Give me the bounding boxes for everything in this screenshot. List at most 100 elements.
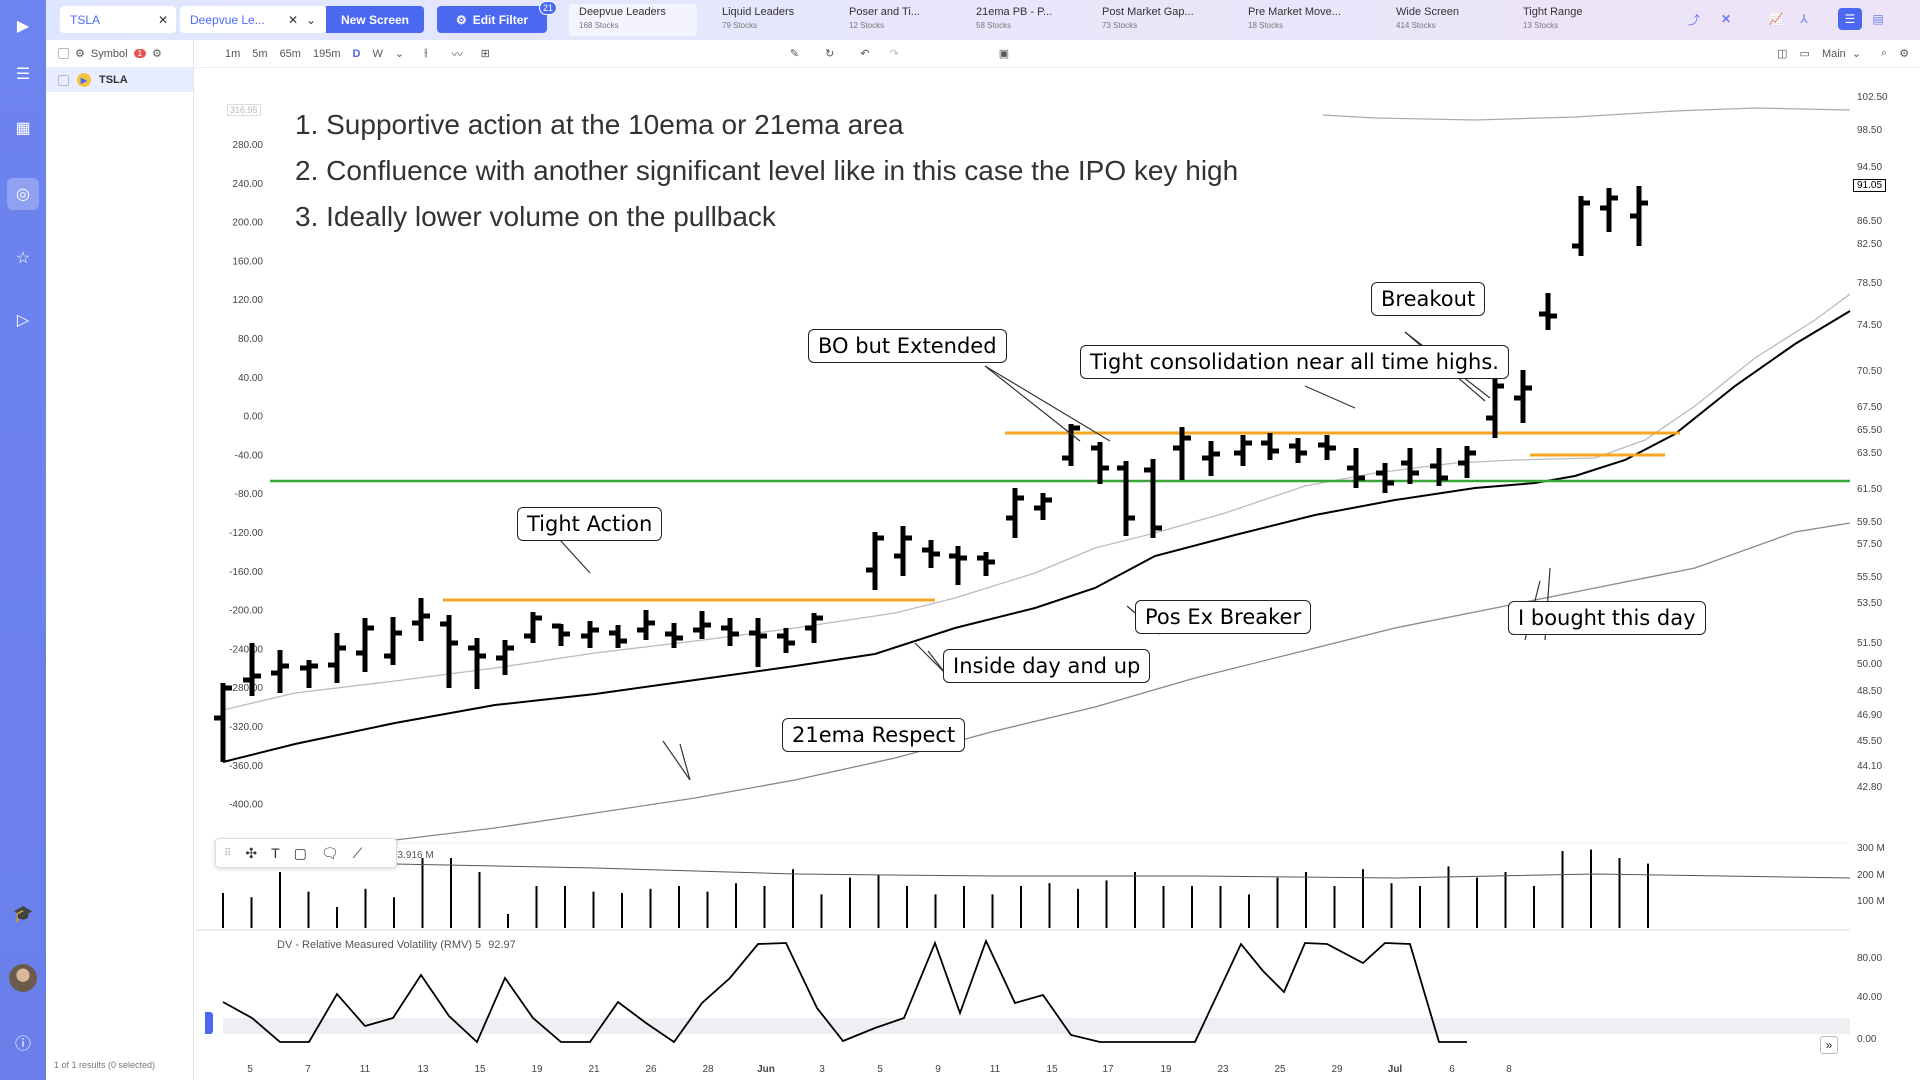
right-axis-tick: 63.50: [1857, 448, 1882, 459]
close-icon[interactable]: ✕: [287, 12, 298, 27]
close-icon[interactable]: ✕: [157, 12, 168, 27]
star-icon[interactable]: ☆: [15, 250, 31, 267]
chevron-down-icon[interactable]: ⌄: [1851, 48, 1862, 60]
leader-line: [984, 365, 1111, 442]
chevron-down-icon[interactable]: ⌄: [305, 12, 316, 27]
camera-icon[interactable]: ▣: [998, 48, 1010, 60]
x-icon[interactable]: ✕: [1720, 12, 1732, 26]
tab-screen-tight-range[interactable]: Tight Range 13 Stocks: [1513, 4, 1631, 36]
new-screen-button[interactable]: New Screen: [326, 6, 424, 33]
filter-count-badge: 21: [539, 1, 557, 15]
menu-icon[interactable]: ☰: [15, 66, 31, 83]
video-icon[interactable]: ▷: [16, 312, 30, 329]
list-item[interactable]: ▶ TSLA: [46, 68, 193, 92]
table-icon[interactable]: ▦: [15, 120, 31, 137]
tab-count: 13 Stocks: [1523, 21, 1559, 30]
avatar[interactable]: [9, 964, 37, 992]
interval-w[interactable]: W: [372, 47, 383, 60]
rmv-low-zone: [223, 1018, 1850, 1034]
education-icon[interactable]: 🎓: [13, 906, 33, 923]
zoom-icon[interactable]: ⌕: [1881, 47, 1888, 59]
refresh-icon[interactable]: ↻: [825, 48, 835, 60]
callout-tool-icon[interactable]: 🗨: [320, 844, 339, 861]
panel-toggle-icon[interactable]: [205, 1012, 213, 1034]
left-axis-tick: -80.00: [235, 489, 264, 500]
tab-screen-post-market-gap[interactable]: Post Market Gap... 73 Stocks: [1092, 4, 1230, 36]
annotation-21ema-respect[interactable]: 21ema Respect: [782, 718, 966, 752]
line-chart-icon[interactable]: 〰: [451, 48, 463, 61]
chevron-down-icon[interactable]: ⌄: [394, 48, 405, 60]
annotation-inside-day[interactable]: Inside day and up: [943, 649, 1151, 683]
watchlist-panel: ⚙ Symbol 1 ⚙ ▶ TSLA 1 of 1 results (0 se…: [46, 40, 194, 1080]
tab-screen-deepvue-leaders[interactable]: Deepvue Leaders 168 Stocks: [569, 4, 697, 36]
leader-line: [559, 539, 591, 574]
rectangle-tool-icon[interactable]: ▢: [293, 844, 307, 861]
interval-1m[interactable]: 1m: [225, 47, 241, 60]
left-axis-tick: -400.00: [229, 800, 263, 811]
tab-name: 21ema PB - P...: [976, 6, 1053, 18]
folder-icon[interactable]: ▭: [1799, 48, 1810, 60]
chart-icon[interactable]: 📈: [1768, 12, 1784, 26]
annotation-breakout[interactable]: Breakout: [1371, 282, 1486, 316]
tab-screen-21ema-pb[interactable]: 21ema PB - P... 58 Stocks: [966, 4, 1084, 36]
crosshair-icon[interactable]: ✣: [245, 844, 258, 861]
layout-icon[interactable]: ◫: [1777, 48, 1788, 60]
tab-screen-pre-market-move[interactable]: Pre Market Move... 18 Stocks: [1238, 4, 1378, 36]
tab-count: 168 Stocks: [579, 21, 619, 30]
pencil-icon[interactable]: ✎: [789, 48, 800, 60]
leader-line: [662, 740, 691, 781]
row-checkbox[interactable]: [58, 74, 69, 86]
tab-screen-liquid-leaders[interactable]: Liquid Leaders 79 Stocks: [712, 4, 832, 36]
right-axis-tick: 48.50: [1857, 686, 1882, 697]
date-axis-tick: Jul: [1388, 1064, 1403, 1075]
alert-badge: 1: [133, 49, 147, 58]
right-axis-tick: 50.00: [1857, 659, 1882, 670]
date-axis-tick: 15: [474, 1064, 486, 1075]
price-chart[interactable]: 280.00 240.00 200.00 160.00 120.00 80.00 40.00…: [195, 68, 1920, 1080]
rule-3: 3. Ideally lower volume on the pullback: [295, 201, 776, 232]
flow-icon[interactable]: ⅄: [1800, 12, 1808, 26]
tab-screen-wide-screen[interactable]: Wide Screen 414 Stocks: [1386, 4, 1504, 36]
gear-icon[interactable]: ⚙: [152, 48, 162, 60]
undo-icon[interactable]: ↶: [860, 48, 870, 60]
list-view-icon[interactable]: ☰: [1838, 8, 1862, 30]
interval-5m[interactable]: 5m: [252, 47, 268, 60]
target-icon[interactable]: ◎: [7, 178, 39, 210]
share-icon[interactable]: ⤴: [1687, 12, 1700, 27]
settings-icon[interactable]: ⚙: [75, 48, 85, 60]
interval-65m[interactable]: 65m: [279, 47, 301, 60]
chart-canvas[interactable]: 280.00240.00200.00160.00120.0080.0040.00…: [195, 68, 1920, 1080]
leader-line: [1304, 385, 1356, 409]
tab-screen-poser[interactable]: Poser and Ti... 12 Stocks: [839, 4, 957, 36]
left-axis-tick: 120.00: [232, 295, 263, 306]
drag-handle-icon[interactable]: ⠿: [224, 847, 232, 859]
edit-filter-button[interactable]: ⚙ Edit Filter: [437, 6, 547, 33]
price-label-left: 316.95: [227, 104, 261, 116]
logo-icon[interactable]: ▶: [16, 18, 30, 35]
scroll-right-icon[interactable]: »: [1820, 1036, 1838, 1054]
annotation-pos-ex-breaker[interactable]: Pos Ex Breaker: [1135, 600, 1312, 634]
interval-d[interactable]: D: [352, 47, 361, 60]
date-axis-tick: 26: [645, 1064, 657, 1075]
annotation-tight-action[interactable]: Tight Action: [517, 507, 663, 541]
settings-icon[interactable]: ⚙: [1899, 48, 1910, 60]
annotation-tight-consolidation[interactable]: Tight consolidation near all time highs.: [1080, 345, 1509, 379]
screen-select[interactable]: Deepvue Le... ✕ ⌄: [180, 6, 326, 33]
indicators-icon[interactable]: ⫲: [424, 47, 428, 59]
sma-50-line: [284, 522, 1851, 847]
symbol-search-input[interactable]: TSLA ✕: [60, 6, 176, 33]
layout-select[interactable]: Main: [1821, 47, 1846, 60]
grid-icon[interactable]: ⊞: [480, 48, 490, 60]
left-axis-tick: -120.00: [229, 528, 263, 539]
interval-195m[interactable]: 195m: [312, 47, 341, 60]
redo-icon[interactable]: ↷: [889, 48, 899, 60]
right-axis-tick: 82.50: [1857, 239, 1882, 250]
annotation-bo-extended[interactable]: BO but Extended: [808, 329, 1007, 363]
grid-view-icon[interactable]: ▤: [1872, 12, 1884, 26]
select-all-checkbox[interactable]: [58, 48, 69, 59]
help-icon[interactable]: ⓘ: [14, 1036, 31, 1053]
trendline-tool-icon[interactable]: ⟋: [352, 844, 363, 861]
annotation-bought-day[interactable]: I bought this day: [1508, 601, 1706, 635]
text-tool-icon[interactable]: T: [271, 845, 280, 861]
column-symbol-header[interactable]: Symbol: [90, 47, 128, 60]
